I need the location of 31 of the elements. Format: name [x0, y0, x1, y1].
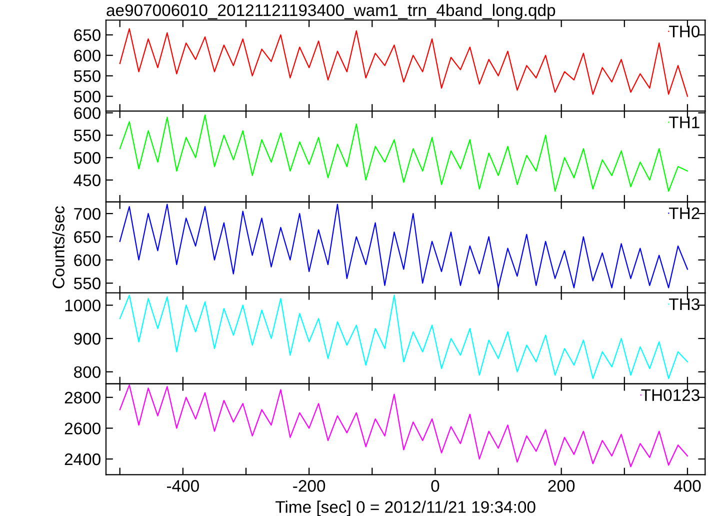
chart-title: ae907006010_20121121193400_wam1_trn_4band_long.qdp	[106, 4, 556, 20]
x-tick-label: 400	[674, 480, 701, 492]
y-tick-label: 500	[74, 152, 100, 164]
y-tick-label: 600	[74, 107, 100, 120]
y-tick-label: 550	[74, 278, 100, 290]
x-tick-label: 0	[431, 480, 440, 492]
legend-label: TH2	[669, 207, 700, 220]
legend-label: TH3	[669, 298, 700, 310]
y-axis-title: Counts/sec	[52, 206, 64, 288]
legend-label: TH1	[669, 116, 700, 128]
y-tick-label: 600	[74, 254, 100, 266]
legend-label: TH0	[669, 26, 700, 38]
x-tick-label: -200	[293, 480, 326, 492]
y-tick-label: 550	[74, 130, 100, 142]
y-tick-label: 600	[74, 50, 100, 62]
x-axis-title: Time [sec] 0 = 2012/11/21 19:34:00	[276, 500, 536, 516]
x-tick-label: -400	[166, 480, 199, 492]
y-tick-label: 900	[74, 332, 100, 345]
legend-label: TH0123	[641, 389, 700, 402]
y-tick-label: 2600	[64, 422, 100, 434]
y-tick-label: 1000	[65, 300, 100, 312]
y-tick-label: 700	[74, 208, 100, 220]
y-tick-label: 650	[74, 231, 100, 243]
y-tick-label: 2400	[64, 453, 100, 466]
y-tick-label: 450	[74, 174, 100, 186]
y-tick-label: 500	[74, 90, 100, 103]
x-tick-label: 200	[548, 480, 575, 492]
y-tick-label: 650	[74, 29, 100, 42]
y-tick-label: 800	[74, 366, 100, 378]
y-tick-label: 550	[74, 70, 100, 82]
y-tick-label: 2800	[64, 392, 100, 404]
